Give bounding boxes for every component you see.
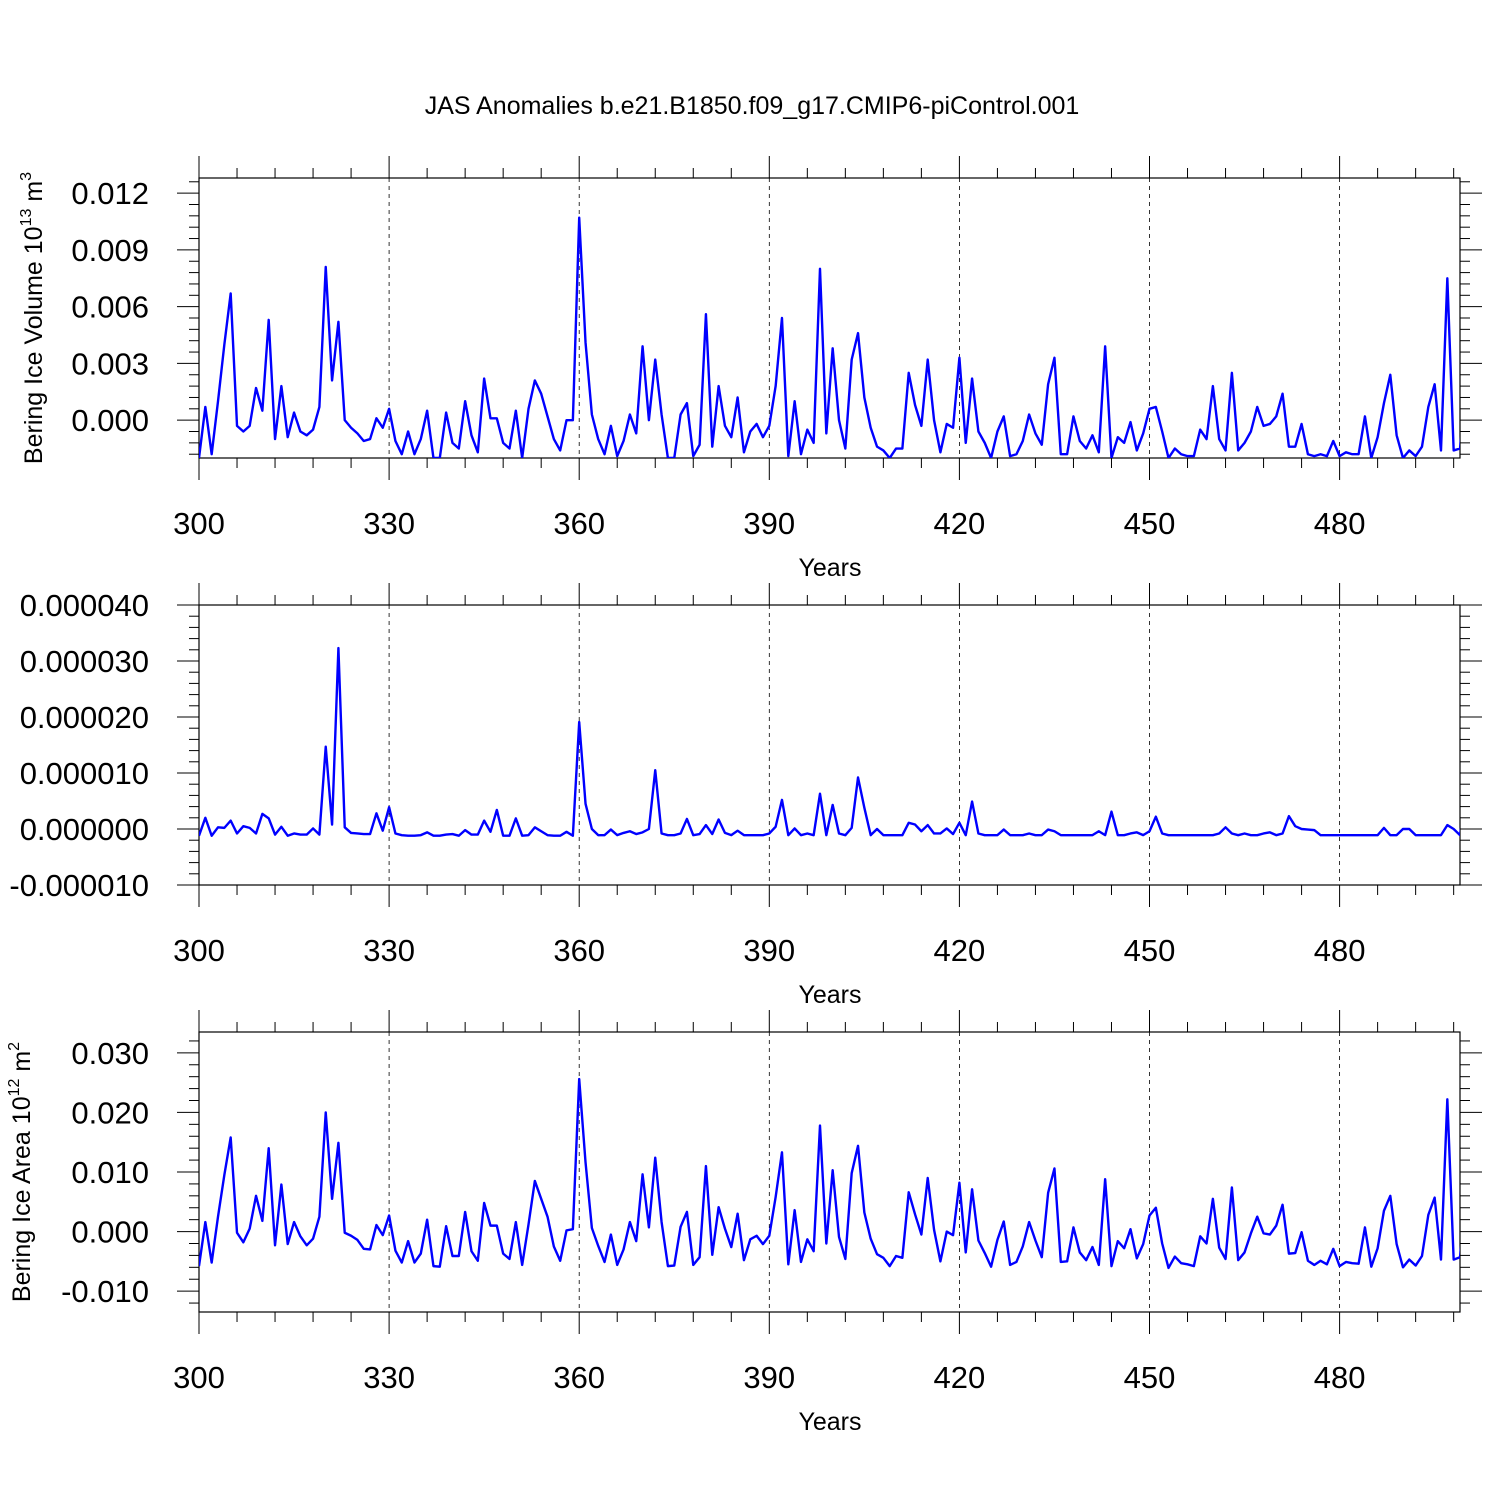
x-tick-label: 450 [1124, 1360, 1176, 1395]
panel-bering-ice-volume: 300 330 360 390 420 450 480 Years 0.000 0.003 0.00… [18, 156, 1482, 582]
panel-bering-ice-area: 300 330 360 390 420 450 480 Years -0.010 0.000 0.0… [6, 1010, 1482, 1436]
y-tick-label: 0.009 [71, 233, 149, 268]
y-axis-label-exponent: 12 [6, 1078, 23, 1096]
series-line [199, 216, 1460, 458]
series-line [199, 1077, 1460, 1270]
y-tick-label: 0.006 [71, 290, 149, 325]
x-tick-label: 390 [743, 933, 795, 968]
y-tick-label: 0.000040 [20, 588, 149, 623]
y-axis-label-unit: m [8, 1051, 36, 1079]
x-tick-label: 390 [743, 506, 795, 541]
y-axis-label-exponent: 13 [18, 209, 35, 227]
x-axis-label: Years [798, 1408, 861, 1436]
y-tick-label: 0.000020 [20, 700, 149, 735]
figure-title: JAS Anomalies b.e21.B1850.f09_g17.CMIP6-… [425, 92, 1080, 120]
x-tick-label: 360 [553, 1360, 605, 1395]
x-tick-label: 480 [1314, 506, 1366, 541]
x-tick-label: 450 [1124, 506, 1176, 541]
y-tick-label: 0.000 [71, 1215, 149, 1250]
y-axis-label-unit: m [20, 181, 48, 209]
x-tick-label: 330 [363, 506, 415, 541]
y-tick-label: -0.000010 [9, 868, 149, 903]
series-line [199, 646, 1460, 837]
x-tick-label: 390 [743, 1360, 795, 1395]
y-tick-label: 0.003 [71, 346, 149, 381]
y-tick-label: 0.000010 [20, 756, 149, 791]
y-axis-label-text: Bering Ice Area 10 [8, 1096, 36, 1302]
y-tick-label: 0.012 [71, 176, 149, 211]
panel-middle-series: 300 330 360 390 420 450 480 Years -0.000010 0.000… [9, 583, 1482, 1009]
x-axis-label: Years [798, 554, 861, 582]
y-tick-label: 0.000030 [20, 644, 149, 679]
plot-frame [198, 604, 1461, 886]
x-tick-label: 420 [934, 933, 986, 968]
x-tick-label: 330 [363, 933, 415, 968]
x-tick-label: 330 [363, 1360, 415, 1395]
y-axis-label-text: Bering Ice Volume 10 [20, 226, 48, 464]
x-tick-label: 480 [1314, 1360, 1366, 1395]
y-tick-label: 0.010 [71, 1155, 149, 1190]
x-tick-label: 300 [173, 1360, 225, 1395]
y-axis-label-unit-exponent: 3 [18, 172, 35, 181]
x-axis-label: Years [798, 981, 861, 1009]
y-tick-label: 0.030 [71, 1036, 149, 1071]
y-tick-label: 0.000000 [20, 812, 149, 847]
y-axis-label-unit-exponent: 2 [6, 1042, 23, 1051]
y-tick-label: -0.010 [61, 1274, 149, 1309]
x-tick-label: 480 [1314, 933, 1366, 968]
x-tick-label: 300 [173, 506, 225, 541]
y-tick-label: 0.020 [71, 1095, 149, 1130]
y-axis-label: Bering Ice Area 1012 m2 [6, 1042, 36, 1302]
x-tick-label: 420 [934, 506, 986, 541]
x-tick-label: 360 [553, 506, 605, 541]
y-axis-label: Bering Ice Volume 1013 m3 [18, 172, 48, 464]
x-tick-label: 360 [553, 933, 605, 968]
y-tick-label: 0.000 [71, 403, 149, 438]
x-tick-label: 450 [1124, 933, 1176, 968]
x-tick-label: 300 [173, 933, 225, 968]
x-tick-label: 420 [934, 1360, 986, 1395]
